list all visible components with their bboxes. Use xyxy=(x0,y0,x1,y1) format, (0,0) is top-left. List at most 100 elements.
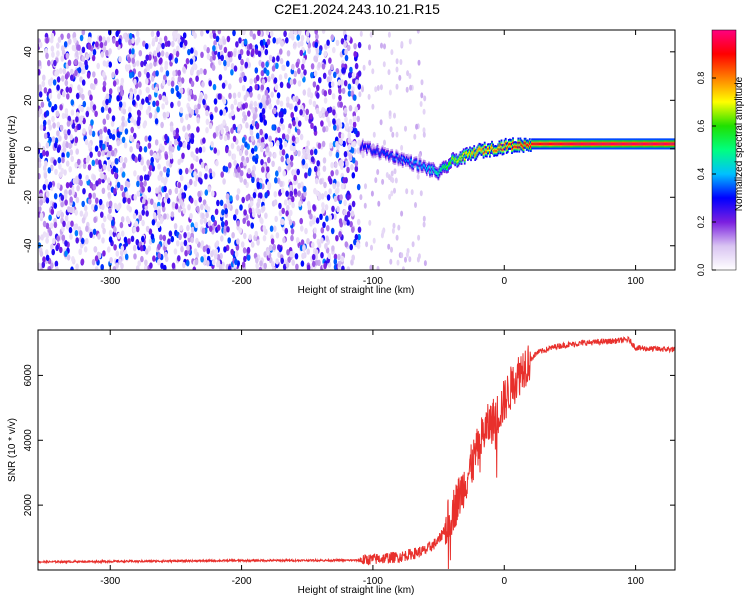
spectrogram-carrier-cell xyxy=(568,142,571,145)
spectrogram-noise-cell xyxy=(234,208,239,215)
spectrogram-noise-cell xyxy=(159,234,163,241)
spectrogram-noise-cell xyxy=(212,83,217,91)
spectrogram-noise-cell xyxy=(152,255,156,262)
spectrogram-noise-cell xyxy=(182,261,186,269)
spectrogram-noise-cell xyxy=(296,168,301,176)
spectrogram-noise-cell xyxy=(120,230,125,237)
spectrogram-noise-cell xyxy=(242,103,246,110)
spectrogram-noise-cell xyxy=(276,98,280,106)
spectrogram-noise-cell xyxy=(349,221,353,228)
spectrogram-noise-cell xyxy=(395,66,399,73)
spectrogram-noise-cell xyxy=(278,210,283,217)
spectrogram-noise-cell xyxy=(250,222,254,229)
spectrogram-noise-cell xyxy=(286,249,290,256)
spectrogram-noise-cell xyxy=(302,57,306,65)
spectrogram-noise-cell xyxy=(127,217,131,225)
spectrogram-noise-cell xyxy=(395,131,399,138)
spectrogram-noise-cell xyxy=(193,32,197,39)
spectrogram-noise-cell xyxy=(67,59,72,66)
spectrogram-noise-cell xyxy=(78,104,82,111)
spectrogram-noise-cell xyxy=(71,44,76,52)
spectrogram-noise-cell xyxy=(234,258,238,266)
spectrogram-noise-cell xyxy=(55,266,59,270)
spectrogram-carrier-cell xyxy=(376,147,379,150)
spectrogram-carrier-cell xyxy=(503,144,506,147)
spectrogram-carrier-cell xyxy=(441,166,444,169)
spectrogram-noise-cell xyxy=(198,196,202,203)
spectrogram-noise-cell xyxy=(225,125,229,133)
spectrogram-carrier-cell xyxy=(614,142,616,145)
spectrogram-noise-cell xyxy=(302,245,306,252)
spectrogram-noise-cell xyxy=(38,84,42,91)
spectrogram-noise-cell xyxy=(314,249,319,256)
spectrogram-noise-cell xyxy=(343,41,347,48)
spectrogram-carrier-cell xyxy=(478,147,481,150)
spectrogram-noise-cell xyxy=(233,159,237,166)
spectrogram-noise-cell xyxy=(332,109,336,116)
spectrogram-noise-cell xyxy=(79,87,84,94)
spectrogram-noise-cell xyxy=(99,41,104,49)
spectrogram-noise-cell xyxy=(230,127,234,134)
spectrogram-noise-cell xyxy=(204,165,209,172)
spectrogram-noise-cell xyxy=(81,46,86,53)
spectrogram-carrier-cell xyxy=(646,142,649,145)
spectrogram-noise-cell xyxy=(141,98,145,105)
spectrogram-noise-cell xyxy=(254,67,259,74)
spectrogram-carrier-cell xyxy=(486,147,489,151)
spectrogram-carrier-cell xyxy=(481,148,484,151)
spectrogram-noise-cell xyxy=(154,118,159,125)
spectrogram-noise-cell xyxy=(94,145,99,152)
spectrogram-noise-cell xyxy=(64,79,69,87)
spectrogram-noise-cell xyxy=(232,135,237,142)
spectrogram-noise-cell xyxy=(257,197,261,204)
spectrogram-carrier-cell xyxy=(660,142,663,145)
spectrogram-noise-cell xyxy=(65,52,70,59)
spectrogram-noise-cell xyxy=(323,90,328,97)
spectrogram-noise-cell xyxy=(257,30,261,36)
spectrogram-carrier-cell xyxy=(618,142,621,145)
spectrogram-carrier-cell xyxy=(384,151,386,154)
spectrogram-noise-cell xyxy=(207,186,212,193)
spectrogram-noise-cell xyxy=(188,89,193,96)
spectrogram-noise-cell xyxy=(59,246,63,254)
spectrogram-noise-cell xyxy=(288,219,293,226)
spectrogram-noise-cell xyxy=(243,114,248,122)
spectrogram-noise-cell xyxy=(345,122,350,129)
spectrogram-noise-cell xyxy=(106,177,111,184)
spectrogram-carrier-cell xyxy=(473,149,476,152)
spectrogram-noise-cell xyxy=(128,112,132,119)
spectrogram-noise-cell xyxy=(67,129,71,136)
spectrogram-carrier-cell xyxy=(390,153,393,156)
spectrogram-noise-cell xyxy=(190,68,194,75)
spectrogram-noise-cell xyxy=(285,190,289,197)
spectrogram-noise-cell xyxy=(182,207,187,215)
spectrogram-noise-cell xyxy=(395,234,399,241)
spectrogram-noise-cell xyxy=(302,89,307,96)
spectrogram-noise-cell xyxy=(218,59,222,66)
snr-x-tick-label: 0 xyxy=(501,576,507,587)
spectrogram-noise-cell xyxy=(236,238,240,245)
spectrogram-carrier-cell xyxy=(506,146,509,149)
spectrogram-noise-cell xyxy=(328,57,332,64)
spectrogram-noise-cell xyxy=(116,204,120,211)
spectrogram-noise-cell xyxy=(261,166,265,173)
spectrogram-noise-cell xyxy=(70,74,74,81)
spectrogram-noise-cell xyxy=(239,65,244,72)
spectrogram-noise-cell xyxy=(224,208,228,215)
spectrogram-noise-cell xyxy=(111,150,115,157)
spectrogram-noise-cell xyxy=(186,143,191,151)
spectrogram-noise-cell xyxy=(135,30,140,38)
spectrogram-noise-cell xyxy=(211,64,216,71)
spectrogram-noise-cell xyxy=(176,90,180,98)
spectrogram-noise-cell xyxy=(202,146,206,153)
spectrogram-noise-cell xyxy=(150,198,154,205)
spectrogram-noise-cell xyxy=(346,35,351,42)
spectrogram-noise-cell xyxy=(79,210,84,217)
spectrogram-noise-cell xyxy=(347,143,352,151)
spectrogram-noise-cell xyxy=(94,255,99,262)
spectrogram-noise-cell xyxy=(372,237,376,244)
spectrogram-noise-cell xyxy=(239,48,244,56)
spectrogram-noise-cell xyxy=(187,48,191,56)
spectrogram-noise-cell xyxy=(190,163,194,170)
spectrogram-noise-cell xyxy=(323,181,327,189)
